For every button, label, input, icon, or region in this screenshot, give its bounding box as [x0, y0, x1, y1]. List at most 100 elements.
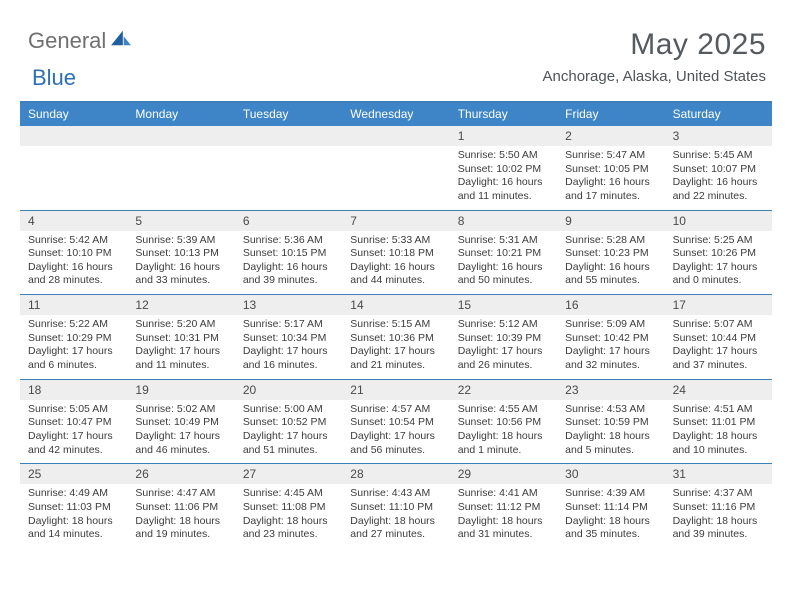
month-title: May 2025 [543, 28, 766, 62]
day-number: 9 [557, 211, 664, 231]
day-line: Sunset: 11:16 PM [673, 501, 766, 515]
day-content-row: Sunrise: 5:50 AMSunset: 10:02 PMDaylight… [20, 146, 772, 210]
day-line: Daylight: 18 hours [458, 430, 551, 444]
day-line: Sunset: 11:08 PM [243, 501, 336, 515]
day-cell [342, 146, 449, 210]
day-line: Sunrise: 4:55 AM [458, 403, 551, 417]
day-line: Sunset: 10:18 PM [350, 247, 443, 261]
dow-header: Wednesday [342, 103, 449, 126]
day-number: 1 [450, 126, 557, 146]
weeks-container: 123Sunrise: 5:50 AMSunset: 10:02 PMDayli… [20, 126, 772, 548]
day-line: Sunrise: 5:12 AM [458, 318, 551, 332]
day-line: Sunset: 10:47 PM [28, 416, 121, 430]
day-number-row: 25262728293031 [20, 464, 772, 484]
day-line: Sunset: 10:44 PM [673, 332, 766, 346]
day-line: Sunrise: 5:22 AM [28, 318, 121, 332]
week-row: 45678910Sunrise: 5:42 AMSunset: 10:10 PM… [20, 210, 772, 295]
day-line: Daylight: 16 hours [458, 261, 551, 275]
day-line: Sunset: 11:12 PM [458, 501, 551, 515]
day-content-row: Sunrise: 4:49 AMSunset: 11:03 PMDaylight… [20, 484, 772, 548]
day-line: Sunset: 11:01 PM [673, 416, 766, 430]
day-line: Sunset: 10:21 PM [458, 247, 551, 261]
calendar-table: SundayMondayTuesdayWednesdayThursdayFrid… [20, 101, 772, 548]
day-line: and 37 minutes. [673, 359, 766, 373]
day-line: and 28 minutes. [28, 274, 121, 288]
day-number: 16 [557, 295, 664, 315]
day-line: and 46 minutes. [135, 444, 228, 458]
day-line: Sunrise: 5:09 AM [565, 318, 658, 332]
week-row: 25262728293031Sunrise: 4:49 AMSunset: 11… [20, 463, 772, 548]
day-number: 15 [450, 295, 557, 315]
dow-header: Tuesday [235, 103, 342, 126]
day-cell: Sunrise: 5:00 AMSunset: 10:52 PMDaylight… [235, 400, 342, 464]
day-line: Sunrise: 5:42 AM [28, 234, 121, 248]
day-line: Sunset: 10:56 PM [458, 416, 551, 430]
day-number: 17 [665, 295, 772, 315]
dow-header-row: SundayMondayTuesdayWednesdayThursdayFrid… [20, 103, 772, 126]
day-line: Sunset: 10:29 PM [28, 332, 121, 346]
day-number: 5 [127, 211, 234, 231]
dow-header: Friday [557, 103, 664, 126]
day-line: Daylight: 17 hours [350, 430, 443, 444]
day-line: Sunrise: 4:49 AM [28, 487, 121, 501]
day-line: and 6 minutes. [28, 359, 121, 373]
day-line: Daylight: 18 hours [673, 515, 766, 529]
day-number: 25 [20, 464, 127, 484]
day-number: 20 [235, 380, 342, 400]
day-line: Daylight: 16 hours [135, 261, 228, 275]
day-line: and 33 minutes. [135, 274, 228, 288]
day-line: Sunset: 11:06 PM [135, 501, 228, 515]
day-line: Daylight: 16 hours [565, 176, 658, 190]
day-cell: Sunrise: 4:47 AMSunset: 11:06 PMDaylight… [127, 484, 234, 548]
day-cell [235, 146, 342, 210]
day-number: 30 [557, 464, 664, 484]
day-line: and 39 minutes. [673, 528, 766, 542]
day-line: Sunrise: 5:07 AM [673, 318, 766, 332]
day-line: Sunrise: 5:39 AM [135, 234, 228, 248]
day-line: and 22 minutes. [673, 190, 766, 204]
day-number: 29 [450, 464, 557, 484]
day-line: Daylight: 16 hours [458, 176, 551, 190]
day-number: 2 [557, 126, 664, 146]
day-line: and 55 minutes. [565, 274, 658, 288]
day-line: Daylight: 16 hours [350, 261, 443, 275]
day-number: 21 [342, 380, 449, 400]
day-cell: Sunrise: 4:43 AMSunset: 11:10 PMDaylight… [342, 484, 449, 548]
day-line: and 23 minutes. [243, 528, 336, 542]
day-line: Sunrise: 4:45 AM [243, 487, 336, 501]
day-cell: Sunrise: 5:42 AMSunset: 10:10 PMDaylight… [20, 231, 127, 295]
day-line: Sunrise: 5:02 AM [135, 403, 228, 417]
day-cell: Sunrise: 5:02 AMSunset: 10:49 PMDaylight… [127, 400, 234, 464]
day-line: Sunrise: 5:05 AM [28, 403, 121, 417]
day-number: 8 [450, 211, 557, 231]
day-line: Sunset: 10:42 PM [565, 332, 658, 346]
day-cell: Sunrise: 5:07 AMSunset: 10:44 PMDaylight… [665, 315, 772, 379]
day-cell: Sunrise: 5:36 AMSunset: 10:15 PMDaylight… [235, 231, 342, 295]
day-number: 26 [127, 464, 234, 484]
day-line: Sunrise: 5:33 AM [350, 234, 443, 248]
day-line: and 17 minutes. [565, 190, 658, 204]
day-cell: Sunrise: 5:31 AMSunset: 10:21 PMDaylight… [450, 231, 557, 295]
day-cell: Sunrise: 4:55 AMSunset: 10:56 PMDaylight… [450, 400, 557, 464]
day-line: Daylight: 17 hours [673, 261, 766, 275]
day-line: and 21 minutes. [350, 359, 443, 373]
day-cell: Sunrise: 4:41 AMSunset: 11:12 PMDaylight… [450, 484, 557, 548]
day-line: Sunset: 10:36 PM [350, 332, 443, 346]
day-line: Daylight: 18 hours [135, 515, 228, 529]
day-line: and 27 minutes. [350, 528, 443, 542]
day-line: and 11 minutes. [458, 190, 551, 204]
day-cell: Sunrise: 4:45 AMSunset: 11:08 PMDaylight… [235, 484, 342, 548]
day-line: Sunrise: 4:39 AM [565, 487, 658, 501]
day-cell [20, 146, 127, 210]
day-number: 14 [342, 295, 449, 315]
day-line: Sunrise: 5:36 AM [243, 234, 336, 248]
day-line: and 51 minutes. [243, 444, 336, 458]
day-line: Daylight: 16 hours [243, 261, 336, 275]
day-line: Sunrise: 4:37 AM [673, 487, 766, 501]
day-line: Sunset: 10:26 PM [673, 247, 766, 261]
day-number-row: 11121314151617 [20, 295, 772, 315]
day-line: Sunrise: 5:00 AM [243, 403, 336, 417]
day-number: 10 [665, 211, 772, 231]
day-line: Sunrise: 5:25 AM [673, 234, 766, 248]
day-line: Daylight: 18 hours [458, 515, 551, 529]
